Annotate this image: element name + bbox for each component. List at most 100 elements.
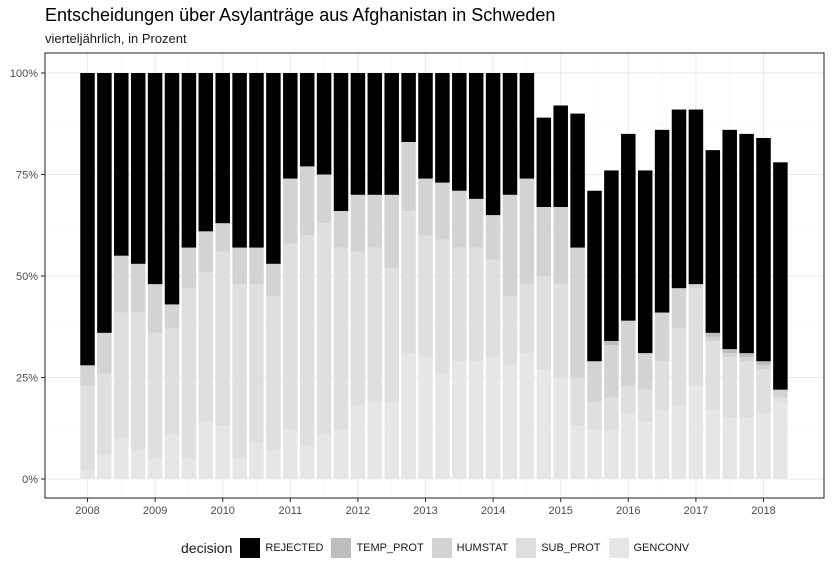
bar-segment-sub-prot <box>299 235 315 447</box>
x-tick-label: 2011 <box>278 505 302 517</box>
bar-segment-humstat <box>367 194 383 248</box>
bar-segment-genconv <box>587 430 602 479</box>
bar-segment-rejected <box>637 170 653 354</box>
legend-item-humstat: HUMSTAT <box>431 538 509 558</box>
bar-segment-rejected <box>570 113 585 248</box>
bar-segment-humstat <box>316 174 332 224</box>
bar-segment-sub-prot <box>773 397 788 402</box>
bar-segment-humstat <box>350 194 366 252</box>
bar-segment-rejected <box>452 73 467 191</box>
bar-segment-sub-prot <box>688 288 704 386</box>
bar-segment-rejected <box>722 129 737 350</box>
bar-segment-genconv <box>604 430 619 479</box>
bar-segment-rejected <box>688 109 704 285</box>
bar-segment-sub-prot <box>283 243 298 431</box>
bar-segment-humstat <box>418 178 433 236</box>
bar-segment-humstat <box>773 389 788 398</box>
bar-segment-sub-prot <box>350 251 366 406</box>
bar-segment-genconv <box>249 442 264 479</box>
bar-segment-temp-prot <box>604 340 619 346</box>
x-tick-label: 2017 <box>684 505 708 517</box>
bar-segment-sub-prot <box>147 332 163 459</box>
bar-segment-humstat <box>688 284 704 289</box>
bar-segment-sub-prot <box>114 312 129 439</box>
legend-swatch-rejected <box>240 538 261 558</box>
bar-segment-sub-prot <box>621 385 636 415</box>
y-tick-label: 0% <box>22 474 38 486</box>
bar-segment-humstat <box>519 178 535 285</box>
bar-segment-humstat <box>536 206 552 276</box>
bar-segment-temp-prot <box>705 332 721 337</box>
bar-segment-sub-prot <box>452 247 467 362</box>
bar-segment-sub-prot <box>739 361 754 419</box>
bar-segment-sub-prot <box>215 251 230 427</box>
y-tick-label: 50% <box>16 271 38 283</box>
bar-segment-humstat <box>637 353 653 390</box>
bar-segment-humstat <box>232 247 247 285</box>
bar-segment-rejected <box>418 73 433 179</box>
bar-segment-rejected <box>114 73 129 256</box>
bar-segment-rejected <box>283 73 298 179</box>
bar-segment-rejected <box>130 73 146 264</box>
bar-segment-sub-prot <box>637 389 653 423</box>
bar-segment-humstat <box>468 198 484 248</box>
chart-subtitle: vierteljährlich, in Prozent <box>45 31 187 46</box>
bar-segment-rejected <box>435 73 450 183</box>
bar-segment-rejected <box>739 133 754 354</box>
bar-segment-genconv <box>384 401 399 479</box>
bar-segment-genconv <box>570 426 585 479</box>
bar-segment-humstat <box>97 332 112 374</box>
bar-segment-humstat <box>266 263 281 297</box>
bar-segment-rejected <box>316 73 332 175</box>
bar-segment-rejected <box>367 73 383 195</box>
bar-segment-humstat <box>570 247 585 378</box>
bar-segment-temp-prot <box>739 353 754 358</box>
legend-label-humstat: HUMSTAT <box>456 542 509 554</box>
bar-segment-rejected <box>232 73 247 248</box>
bar-segment-temp-prot <box>722 349 737 354</box>
legend-title: decision <box>181 540 233 556</box>
bar-segment-humstat <box>671 288 687 329</box>
bar-segment-genconv <box>401 353 416 479</box>
bar-segment-rejected <box>215 73 230 224</box>
bar-segment-sub-prot <box>705 340 721 410</box>
bar-segment-genconv <box>468 361 484 479</box>
bar-segment-genconv <box>147 458 163 479</box>
bar-segment-humstat <box>164 304 180 329</box>
bar-segment-rejected <box>654 129 670 313</box>
bar-segment-rejected <box>147 73 163 285</box>
bar-segment-rejected <box>164 73 180 305</box>
bar-segment-sub-prot <box>756 369 771 415</box>
bar-segment-sub-prot <box>722 357 737 419</box>
bar-segment-humstat <box>452 190 467 248</box>
bar-segment-sub-prot <box>266 296 281 451</box>
bar-segment-genconv <box>739 418 754 479</box>
bar-segment-sub-prot <box>181 288 197 459</box>
bar-segment-rejected <box>384 73 399 195</box>
bar-segment-sub-prot <box>198 271 214 423</box>
bar-segment-humstat <box>502 194 518 297</box>
bar-segment-genconv <box>637 422 653 479</box>
bar-segment-sub-prot <box>468 247 484 362</box>
bar-segment-humstat <box>604 345 619 398</box>
bar-segment-humstat <box>384 194 399 268</box>
bar-segment-humstat <box>654 312 670 362</box>
bar-segment-sub-prot <box>435 239 450 374</box>
bar-segment-sub-prot <box>418 235 433 358</box>
bar-segment-humstat <box>80 365 95 386</box>
bar-segment-humstat <box>756 365 771 370</box>
legend-label-temp-prot: TEMP_PROT <box>356 542 424 554</box>
bar-segment-genconv <box>114 438 129 479</box>
bar-segment-rejected <box>468 73 484 199</box>
bar-segment-humstat <box>401 142 416 212</box>
bar-segment-humstat <box>114 255 129 313</box>
bar-segment-humstat <box>435 182 450 240</box>
y-tick-label: 25% <box>16 373 38 385</box>
chart-title: Entscheidungen über Asylanträge aus Afgh… <box>45 5 556 25</box>
bar-segment-rejected <box>266 73 281 264</box>
x-tick-label: 2008 <box>75 505 99 517</box>
bar-segment-genconv <box>232 458 247 479</box>
bar-segment-humstat <box>147 284 163 333</box>
bar-segment-rejected <box>519 73 535 179</box>
